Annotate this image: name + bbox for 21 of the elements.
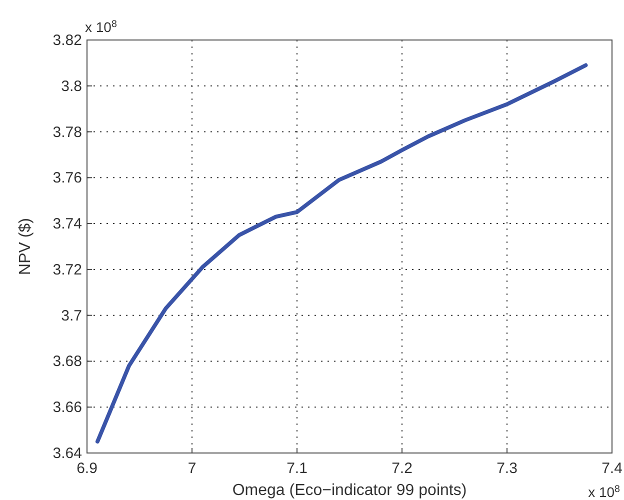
y-tick-label: 3.8 bbox=[61, 78, 82, 95]
x-tick-label: 7.3 bbox=[496, 460, 518, 477]
text: x 10$^{8}$ bbox=[85, 18, 118, 35]
y-tick-label: 3.66 bbox=[52, 399, 82, 416]
text: x 10$^{8}$ bbox=[588, 484, 621, 500]
y-tick-label: 3.82 bbox=[52, 32, 82, 49]
y-tick-label: 3.74 bbox=[52, 216, 82, 233]
x-tick-label: 7.1 bbox=[286, 460, 308, 477]
x-tick-label: 6.9 bbox=[76, 460, 98, 477]
y-axis-title: NPV ($) bbox=[17, 218, 34, 275]
y-tick-label: 3.68 bbox=[52, 353, 82, 370]
y-tick-label: 3.64 bbox=[52, 445, 82, 462]
x-tick-label: 7.4 bbox=[602, 460, 622, 477]
x-tick-label: 7.2 bbox=[392, 460, 412, 477]
y-tick-label: 3.76 bbox=[52, 170, 82, 187]
y-tick-label: 3.72 bbox=[52, 261, 82, 278]
x-tick-label: 7 bbox=[188, 460, 196, 477]
line-series bbox=[96, 63, 588, 444]
x-axis-title: Omega (Eco−indicator 99 points) bbox=[232, 482, 467, 499]
y-tick-label: 3.78 bbox=[52, 124, 82, 141]
y-tick-label: 3.7 bbox=[61, 307, 82, 324]
